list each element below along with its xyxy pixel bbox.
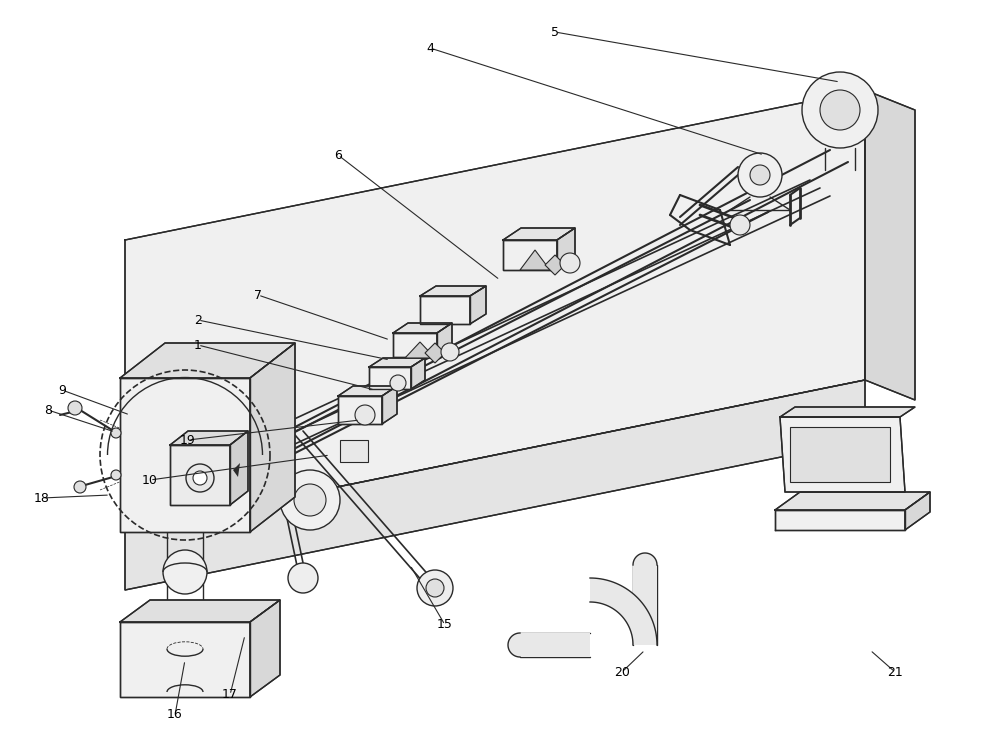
- Text: 4: 4: [426, 41, 434, 54]
- Circle shape: [111, 428, 121, 438]
- Polygon shape: [120, 378, 250, 532]
- Polygon shape: [170, 445, 230, 505]
- Polygon shape: [420, 296, 470, 324]
- Circle shape: [294, 484, 326, 516]
- Circle shape: [111, 470, 121, 480]
- Polygon shape: [250, 343, 295, 532]
- Polygon shape: [250, 600, 280, 697]
- Circle shape: [74, 481, 86, 493]
- Polygon shape: [420, 286, 486, 296]
- Circle shape: [390, 375, 406, 391]
- Bar: [340, 440, 368, 462]
- Text: 6: 6: [334, 148, 342, 162]
- Circle shape: [163, 550, 207, 594]
- Circle shape: [802, 72, 878, 148]
- Polygon shape: [865, 90, 915, 400]
- Polygon shape: [338, 396, 382, 424]
- Polygon shape: [369, 358, 425, 367]
- Polygon shape: [120, 622, 250, 697]
- Polygon shape: [557, 228, 575, 270]
- Text: 5: 5: [551, 26, 559, 38]
- Polygon shape: [780, 417, 905, 492]
- Circle shape: [355, 405, 375, 425]
- Circle shape: [738, 153, 782, 197]
- Polygon shape: [633, 565, 657, 645]
- Text: 15: 15: [437, 618, 453, 631]
- Text: 16: 16: [167, 709, 183, 722]
- Polygon shape: [470, 286, 486, 324]
- Text: 2: 2: [194, 314, 202, 326]
- Polygon shape: [338, 386, 397, 396]
- Polygon shape: [503, 240, 557, 270]
- Text: 18: 18: [34, 492, 50, 504]
- Polygon shape: [393, 323, 452, 333]
- Circle shape: [68, 401, 82, 415]
- Polygon shape: [170, 431, 248, 445]
- Polygon shape: [503, 228, 575, 240]
- Text: 17: 17: [222, 689, 238, 701]
- Circle shape: [280, 470, 340, 530]
- Polygon shape: [125, 90, 865, 530]
- Polygon shape: [125, 380, 865, 590]
- Circle shape: [730, 215, 750, 235]
- Polygon shape: [780, 407, 915, 417]
- Polygon shape: [120, 343, 295, 378]
- Polygon shape: [520, 250, 550, 270]
- Polygon shape: [775, 510, 905, 530]
- Polygon shape: [633, 553, 657, 565]
- Polygon shape: [905, 492, 930, 530]
- Text: 8: 8: [44, 404, 52, 417]
- Text: 20: 20: [614, 665, 630, 678]
- Polygon shape: [590, 578, 657, 645]
- Polygon shape: [230, 431, 248, 505]
- Text: 21: 21: [887, 665, 903, 678]
- Text: 9: 9: [58, 384, 66, 396]
- Text: 19: 19: [180, 434, 196, 446]
- Polygon shape: [520, 633, 590, 657]
- Circle shape: [560, 253, 580, 273]
- Polygon shape: [775, 492, 930, 510]
- Polygon shape: [369, 367, 411, 389]
- Circle shape: [820, 90, 860, 130]
- Polygon shape: [120, 600, 280, 622]
- Bar: [790, 427, 890, 482]
- Circle shape: [193, 471, 207, 485]
- Polygon shape: [437, 323, 452, 357]
- Polygon shape: [393, 333, 437, 357]
- Text: 7: 7: [254, 289, 262, 301]
- Polygon shape: [425, 343, 445, 363]
- Circle shape: [417, 570, 453, 606]
- Text: 10: 10: [142, 473, 158, 487]
- Circle shape: [288, 563, 318, 593]
- Circle shape: [441, 343, 459, 361]
- Text: 1: 1: [194, 339, 202, 351]
- Polygon shape: [382, 386, 397, 424]
- Circle shape: [426, 579, 444, 597]
- Polygon shape: [508, 633, 520, 657]
- Circle shape: [186, 464, 214, 492]
- Polygon shape: [411, 358, 425, 389]
- Polygon shape: [233, 463, 240, 477]
- Polygon shape: [545, 255, 565, 275]
- Circle shape: [750, 165, 770, 185]
- Polygon shape: [405, 342, 435, 358]
